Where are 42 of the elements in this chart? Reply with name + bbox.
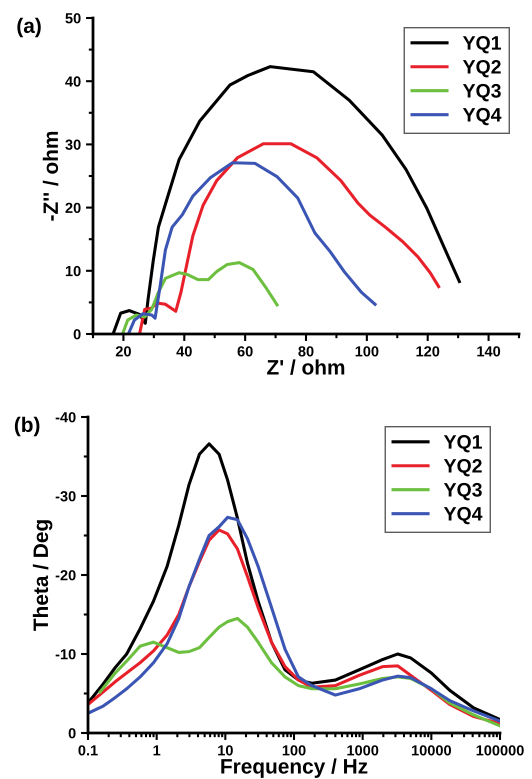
x-tick-label: 80 xyxy=(298,346,314,357)
x-tick-label: 60 xyxy=(238,346,253,357)
x-tick-label: 40 xyxy=(176,346,192,357)
y-axis-title: -Z'' / ohm xyxy=(42,132,58,221)
legend-label: YQ2 xyxy=(444,458,482,476)
legend-label: YQ3 xyxy=(462,84,501,102)
y-tick-label: -40 xyxy=(56,412,76,422)
x-tick-label: 100 xyxy=(282,745,306,756)
legend-label: YQ2 xyxy=(462,60,501,78)
y-axis-title: Theta / Deg xyxy=(32,520,52,631)
text: (a) xyxy=(17,18,41,38)
x-tick-label: 20 xyxy=(116,346,131,357)
x-tick-label: 10 xyxy=(218,745,233,756)
legend-label: YQ1 xyxy=(462,36,501,54)
y-tick-label: -10 xyxy=(56,649,76,660)
y-tick-label: 0 xyxy=(68,728,76,738)
x-axis-title: Frequency / Hz xyxy=(221,758,368,778)
y-tick-label: 40 xyxy=(65,76,81,87)
x-axis-title: Z' / ohm xyxy=(267,359,344,375)
text: (b) xyxy=(14,416,40,436)
line-series xyxy=(120,261,279,334)
y-tick-label: 10 xyxy=(66,266,81,276)
x-tick-label: 1000 xyxy=(347,745,378,756)
legend-label: YQ1 xyxy=(444,435,482,452)
legend-label: YQ4 xyxy=(444,506,482,524)
x-tick-label: 120 xyxy=(416,346,440,357)
x-tick-label: 140 xyxy=(477,346,500,357)
y-tick-label: -30 xyxy=(56,491,76,502)
y-tick-label: 20 xyxy=(65,202,81,214)
x-tick-label: 10000 xyxy=(412,745,452,756)
y-tick-label: 30 xyxy=(65,140,81,150)
x-tick-label: 0.1 xyxy=(78,745,98,756)
y-tick-label: 50 xyxy=(65,13,81,24)
x-tick-label: 100 xyxy=(356,346,378,357)
legend-label: YQ3 xyxy=(444,482,482,500)
legend-label: YQ4 xyxy=(462,108,502,126)
x-tick-label: 1 xyxy=(154,745,160,756)
x-tick-label: 100000 xyxy=(476,745,524,756)
line-series xyxy=(138,142,440,334)
line-series xyxy=(128,161,377,334)
y-tick-label: 0 xyxy=(74,329,81,340)
y-tick-label: -20 xyxy=(56,570,76,580)
